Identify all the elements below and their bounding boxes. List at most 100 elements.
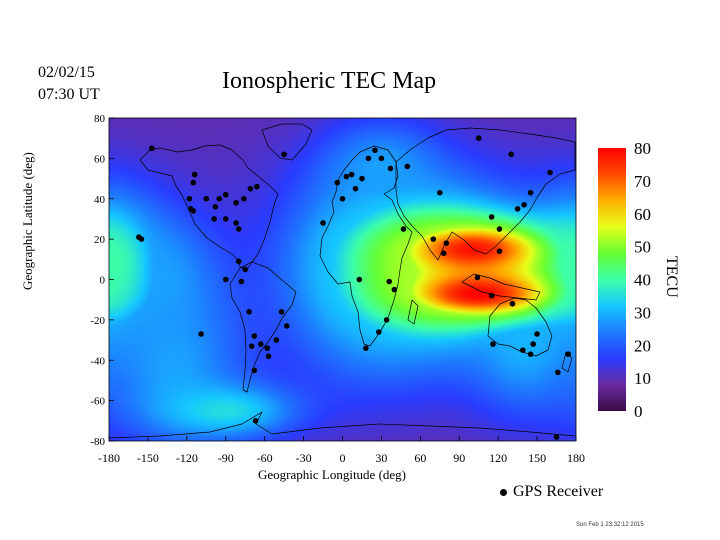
- gps-receiver-point: [339, 195, 346, 202]
- gps-receiver-point: [391, 286, 398, 293]
- x-tick-label: -90: [218, 451, 234, 465]
- gps-receiver-point: [242, 266, 249, 273]
- gps-receiver-point: [400, 226, 407, 232]
- gps-receiver-marker-icon: [500, 488, 507, 496]
- gps-receiver-point: [273, 337, 280, 343]
- gps-receiver-point: [508, 151, 514, 158]
- gps-receiver-point: [555, 369, 561, 376]
- gps-receiver-point: [233, 220, 239, 226]
- y-tick-label: -40: [90, 355, 105, 367]
- colorbar-tick-label: 50: [634, 238, 651, 257]
- gps-receiver-point: [265, 353, 272, 360]
- x-tick-label: 0: [340, 451, 346, 465]
- y-tick-label: -60: [90, 396, 105, 408]
- gps-receiver-point: [254, 183, 260, 190]
- colorbar-title: TECU: [663, 256, 680, 298]
- gps-receiver-point: [386, 278, 393, 285]
- gps-receiver-point: [235, 258, 242, 265]
- gps-receiver-point: [216, 195, 223, 202]
- gps-receiver-point: [241, 195, 247, 202]
- gps-receiver-point: [376, 329, 382, 335]
- colorbar-tick-label: 0: [634, 402, 643, 421]
- gps-receiver-point: [359, 175, 365, 182]
- gps-receiver-point: [191, 171, 198, 178]
- gps-receiver-point: [565, 351, 572, 357]
- legend-label: GPS Receiver: [513, 483, 604, 500]
- greenland-coast: [261, 123, 313, 161]
- gps-receiver-point: [251, 333, 258, 339]
- gps-receiver-point: [356, 276, 363, 283]
- y-axis-label: Geographic Latitude (deg): [20, 152, 35, 290]
- x-tick-label: -180: [98, 451, 120, 465]
- x-tick-label: 180: [567, 451, 585, 465]
- gps-receiver-point: [527, 351, 534, 357]
- gps-receiver-point: [430, 236, 437, 242]
- colorbar-tick-label: 30: [634, 303, 651, 322]
- y-tick-label: -80: [90, 436, 105, 448]
- gps-receiver-point: [222, 276, 229, 283]
- gps-receiver-point: [387, 165, 394, 172]
- gps-receiver-layer: [136, 135, 572, 440]
- gps-receiver-point: [488, 214, 495, 220]
- gps-receiver-point: [186, 195, 193, 202]
- gps-receiver-point: [352, 185, 359, 192]
- gps-receiver-point: [474, 274, 481, 281]
- gps-receiver-point: [343, 173, 350, 180]
- gps-receiver-point: [534, 331, 540, 337]
- gps-receiver-point: [203, 195, 210, 202]
- x-axis-ticks: -180 -150 -120 -90 -60 -30 0 30 60 90 120 150 180: [98, 436, 585, 465]
- gps-receiver-point: [363, 345, 369, 351]
- x-tick-label: -120: [176, 451, 198, 465]
- y-tick-label: 20: [94, 234, 106, 246]
- gps-receiver-point: [233, 199, 239, 206]
- date-label: 02/02/15: [38, 64, 95, 81]
- gps-receiver-point: [211, 216, 217, 222]
- y-tick-label: 0: [100, 275, 106, 287]
- gps-receiver-point: [138, 236, 145, 242]
- gps-receiver-point: [190, 179, 197, 186]
- gps-receiver-point: [378, 155, 385, 162]
- map-title: Ionospheric TEC Map: [222, 68, 437, 94]
- gps-receiver-point: [246, 309, 252, 315]
- gps-receiver-point: [404, 163, 411, 170]
- gps-receiver-point: [547, 169, 553, 176]
- y-axis-ticks: 80 60 40 20 0 -20 -40 -60 -80: [90, 113, 114, 448]
- gps-receiver-point: [222, 216, 229, 222]
- gps-receiver-point: [251, 367, 258, 374]
- gps-receiver-point: [190, 208, 197, 214]
- gps-receiver-point: [520, 347, 526, 353]
- gps-receiver-point: [283, 323, 290, 329]
- gps-receiver-point: [496, 226, 503, 232]
- colorbar-tick-label: 70: [634, 172, 651, 191]
- y-tick-label: -20: [90, 315, 105, 327]
- gps-receiver-point: [490, 341, 496, 347]
- gps-receiver-point: [514, 206, 521, 212]
- x-tick-label: 30: [375, 451, 387, 465]
- australia-coast: [487, 297, 553, 357]
- colorbar-tick-label: 20: [634, 336, 651, 355]
- y-tick-label: 60: [94, 153, 106, 165]
- gps-receiver-point: [443, 240, 450, 246]
- gps-receiver-point: [247, 185, 254, 192]
- gps-receiver-point: [553, 434, 560, 440]
- europe-africa-coast: [319, 145, 413, 347]
- gps-receiver-point: [238, 278, 245, 285]
- gps-receiver-point: [212, 204, 219, 210]
- y-tick-label: 40: [94, 194, 106, 206]
- gps-receiver-point: [365, 155, 372, 162]
- gps-receiver-point: [198, 331, 204, 337]
- colorbar-tick-label: 40: [634, 271, 651, 290]
- gps-receiver-point: [257, 341, 264, 347]
- x-tick-label: 150: [528, 451, 546, 465]
- gps-receiver-point: [509, 300, 516, 307]
- x-tick-label: 120: [489, 451, 507, 465]
- x-tick-label: -150: [137, 451, 159, 465]
- gps-receiver-point: [248, 343, 255, 349]
- gps-receiver-point: [334, 179, 341, 186]
- gps-receiver-point: [348, 171, 355, 178]
- gps-receiver-point: [149, 145, 155, 152]
- x-tick-label: 90: [453, 451, 465, 465]
- gps-receiver-point: [530, 341, 536, 347]
- gps-receiver-point: [527, 189, 534, 196]
